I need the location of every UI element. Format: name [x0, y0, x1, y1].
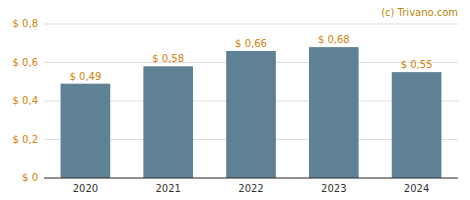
x-tick-label: 2022: [238, 183, 263, 194]
x-tick-label: 2020: [73, 183, 98, 194]
bar: [143, 66, 193, 178]
x-tick-label: 2023: [321, 183, 346, 194]
y-tick-label: $ 0,2: [13, 134, 38, 145]
y-tick-label: $ 0,6: [13, 57, 38, 68]
bar: [392, 72, 442, 178]
data-label: $ 0,49: [69, 71, 101, 82]
bar: [61, 84, 111, 178]
watermark: (c) Trivano.com: [381, 7, 458, 18]
data-label: $ 0,55: [401, 59, 433, 70]
x-tick-label: 2021: [155, 183, 180, 194]
bar: [309, 47, 359, 178]
grid-line: [44, 178, 458, 179]
data-label: $ 0,58: [152, 53, 184, 64]
x-axis-line: [44, 178, 458, 179]
chart: $ 0 $ 0,2 $ 0,4 $ 0,6 $ 0,8 $ 0,49 $ 0,58 $ 0,6…: [0, 0, 470, 200]
y-tick-label: $ 0: [22, 172, 38, 183]
data-label: $ 0,66: [235, 38, 267, 49]
x-tick-label: 2024: [404, 183, 429, 194]
y-tick-label: $ 0,4: [13, 95, 38, 106]
y-tick-label: $ 0,8: [13, 18, 38, 29]
grid: [44, 24, 458, 178]
data-label: $ 0,68: [318, 34, 350, 45]
bars: [61, 47, 442, 178]
grid-line: [44, 24, 458, 25]
bar: [226, 51, 276, 178]
